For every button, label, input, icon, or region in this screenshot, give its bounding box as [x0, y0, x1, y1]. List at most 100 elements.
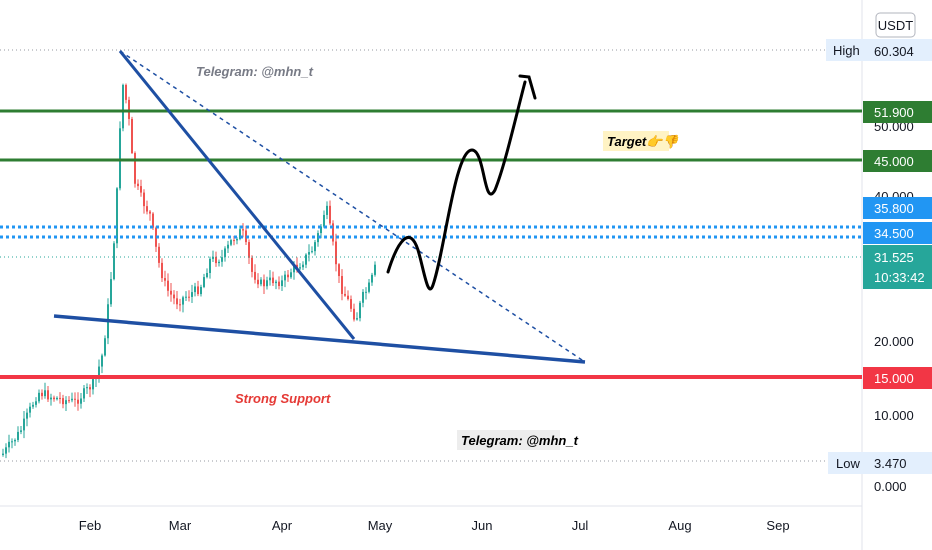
candle-body — [23, 418, 25, 431]
candle-body — [293, 264, 295, 273]
candle-body — [197, 286, 199, 295]
candle-body — [2, 453, 4, 455]
x-tick-feb: Feb — [79, 518, 101, 533]
candle-body — [329, 205, 331, 224]
level-value-35-8: 35.800 — [874, 201, 914, 216]
projected-path[interactable] — [386, 80, 527, 291]
x-tick-aug: Aug — [668, 518, 691, 533]
annotation-target: Target👉👎 — [607, 134, 680, 149]
candle-body — [221, 257, 223, 262]
candle-body — [323, 214, 325, 227]
candle-body — [125, 84, 127, 100]
currency-button[interactable] — [875, 12, 916, 38]
candle-body — [347, 295, 349, 300]
level-badge-15 — [863, 367, 932, 389]
candle-body — [44, 390, 46, 397]
x-tick-apr: Apr — [272, 518, 293, 533]
dashed-downtrend-line[interactable] — [119, 50, 586, 363]
candle-body — [203, 277, 205, 287]
candle-body — [200, 286, 202, 295]
candle-body — [278, 281, 280, 287]
candle-body — [140, 186, 142, 193]
candle-body — [158, 246, 160, 263]
candle-body — [254, 271, 256, 280]
high-label-value: 60.304 — [874, 44, 914, 59]
candle-body — [299, 267, 301, 269]
level-badge-45 — [863, 150, 932, 172]
candle-body — [356, 318, 358, 320]
candle-body — [56, 397, 58, 400]
candle-body — [314, 242, 316, 252]
candle-body — [335, 241, 337, 265]
low-label-bg — [828, 452, 932, 474]
annotation-strong-support: Strong Support — [235, 391, 331, 406]
candle-body — [113, 243, 115, 280]
candle-body — [62, 398, 64, 405]
candle-body — [128, 99, 130, 119]
candle-body — [29, 406, 31, 413]
candle-body — [275, 281, 277, 284]
candle-body — [131, 118, 133, 154]
candle-body — [68, 400, 70, 402]
candle-body — [50, 397, 52, 400]
candle-body — [230, 240, 232, 245]
candle-body — [134, 153, 136, 184]
candle-body — [212, 256, 214, 259]
candle-body — [236, 239, 238, 241]
candle-body — [47, 390, 49, 400]
candle-body — [263, 279, 265, 287]
candle-body — [227, 244, 229, 249]
last-price-badge — [863, 245, 932, 289]
candle-body — [77, 399, 79, 404]
candle-body — [185, 296, 187, 298]
x-tick-mar: Mar — [169, 518, 192, 533]
candle-body — [260, 279, 262, 285]
candle-body — [362, 291, 364, 303]
projected-path-arrowhead — [518, 74, 537, 100]
candle-body — [374, 264, 376, 275]
candle-body — [149, 211, 151, 214]
candle-body — [350, 299, 352, 309]
candle-body — [116, 188, 118, 244]
candle-body — [110, 279, 112, 305]
candle-body — [104, 338, 106, 356]
telegram-label-bg — [457, 430, 560, 450]
candle-body — [320, 226, 322, 234]
candle-body — [167, 280, 169, 291]
candle-body — [161, 262, 163, 279]
candle-body — [239, 229, 241, 240]
candle-body — [5, 447, 7, 454]
candle-body — [164, 278, 166, 281]
candle-body — [119, 128, 121, 189]
candle-body — [284, 274, 286, 281]
candle-body — [359, 302, 361, 319]
candle-body — [368, 282, 370, 292]
candle-body — [170, 290, 172, 295]
candle-body — [80, 398, 82, 404]
candle-body — [122, 84, 124, 129]
candle-body — [8, 441, 10, 448]
y-tick-20: 20.000 — [874, 334, 914, 349]
annotation-telegram-bottom: Telegram: @mhn_t — [461, 433, 579, 448]
candle-body — [311, 251, 313, 253]
candle-body — [92, 379, 94, 390]
candle-body — [353, 308, 355, 320]
y-tick-10: 10.000 — [874, 408, 914, 423]
candle-body — [269, 277, 271, 281]
falling-wedge-upper-line[interactable] — [118, 50, 356, 340]
candle-body — [242, 229, 244, 231]
level-badge-51-9 — [863, 101, 932, 123]
candle-body — [251, 257, 253, 272]
level-badge-35-8 — [863, 197, 932, 219]
level-value-34-5: 34.500 — [874, 226, 914, 241]
falling-wedge-lower-line[interactable] — [53, 314, 586, 364]
candle-body — [305, 254, 307, 265]
y-tick-0: 0.000 — [874, 479, 907, 494]
candle-body — [101, 355, 103, 367]
plot-area[interactable] — [0, 0, 862, 506]
candle-body — [281, 280, 283, 287]
candle-body — [71, 398, 73, 401]
high-label-name: High — [833, 43, 860, 58]
candle-body — [257, 279, 259, 285]
